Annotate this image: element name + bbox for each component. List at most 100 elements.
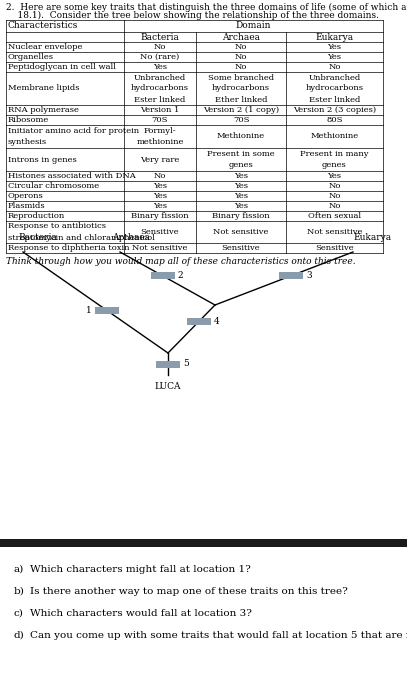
Text: methionine: methionine	[136, 139, 184, 146]
Text: Yes: Yes	[153, 63, 167, 71]
Text: Yes: Yes	[234, 182, 248, 190]
Bar	[156, 360, 180, 368]
Text: hydrocarbons: hydrocarbons	[131, 85, 189, 92]
Bar	[95, 307, 119, 314]
Text: Sensitive: Sensitive	[141, 228, 179, 236]
Text: Often sexual: Often sexual	[308, 212, 361, 220]
Text: No: No	[328, 202, 341, 210]
Text: Ribosome: Ribosome	[8, 116, 49, 124]
Text: d): d)	[14, 631, 25, 640]
Text: Bacteria: Bacteria	[140, 32, 179, 41]
Text: Yes: Yes	[153, 192, 167, 200]
Text: 1: 1	[86, 306, 92, 315]
Text: 5: 5	[183, 360, 189, 368]
Text: No: No	[328, 63, 341, 71]
Text: No: No	[328, 192, 341, 200]
Text: 2.  Here are some key traits that distinguish the three domains of life (some of: 2. Here are some key traits that disting…	[6, 3, 407, 12]
Text: Histones associated with DNA: Histones associated with DNA	[8, 172, 136, 180]
Text: Unbranched: Unbranched	[309, 74, 361, 81]
Text: Methionine: Methionine	[217, 132, 265, 141]
Text: No: No	[235, 63, 247, 71]
Text: Yes: Yes	[153, 202, 167, 210]
Text: No: No	[235, 43, 247, 51]
Text: Bacteria: Bacteria	[18, 233, 57, 242]
Text: 2: 2	[178, 272, 184, 281]
Text: Reproduction: Reproduction	[8, 212, 65, 220]
Text: Ether linked: Ether linked	[215, 95, 267, 104]
Text: Circular chromosome: Circular chromosome	[8, 182, 99, 190]
Text: Binary fission: Binary fission	[212, 212, 270, 220]
Text: streptomycin and chloramphenicol: streptomycin and chloramphenicol	[8, 234, 155, 241]
Text: Organelles: Organelles	[8, 53, 54, 61]
Text: No: No	[154, 172, 166, 180]
Text: Unbranched: Unbranched	[134, 74, 186, 81]
Text: 18.1).  Consider the tree below showing the relationship of the three domains.: 18.1). Consider the tree below showing t…	[6, 11, 379, 20]
Text: hydrocarbons: hydrocarbons	[212, 85, 270, 92]
Text: Plasmids: Plasmids	[8, 202, 46, 210]
Text: Yes: Yes	[234, 172, 248, 180]
Text: genes: genes	[322, 161, 347, 169]
Text: Version 2 (1 copy): Version 2 (1 copy)	[203, 106, 279, 114]
Text: No: No	[235, 53, 247, 61]
Text: Version 2 (3 copies): Version 2 (3 copies)	[293, 106, 376, 114]
Text: Archaea: Archaea	[112, 233, 150, 242]
Text: Archaea: Archaea	[222, 32, 260, 41]
Text: Version 1: Version 1	[140, 106, 179, 114]
Text: Sensitive: Sensitive	[222, 244, 260, 252]
Text: Binary fission: Binary fission	[131, 212, 189, 220]
Text: hydrocarbons: hydrocarbons	[306, 85, 363, 92]
Bar	[279, 272, 303, 279]
Text: 70S: 70S	[152, 116, 168, 124]
Text: No (rare): No (rare)	[140, 53, 179, 61]
Text: Sensitive: Sensitive	[315, 244, 354, 252]
Text: RNA polymerase: RNA polymerase	[8, 106, 79, 114]
Text: c): c)	[14, 609, 24, 618]
Text: Ester linked: Ester linked	[309, 95, 360, 104]
Text: Yes: Yes	[328, 53, 341, 61]
Text: No: No	[154, 43, 166, 51]
Text: Formyl-: Formyl-	[144, 127, 176, 134]
Text: Is there another way to map one of these traits on this tree?: Is there another way to map one of these…	[30, 587, 348, 596]
Bar	[186, 318, 210, 326]
Text: Can you come up with some traits that would fall at location 5 that are not incl: Can you come up with some traits that wo…	[30, 631, 407, 640]
Text: 80S: 80S	[326, 116, 343, 124]
Text: Which characters might fall at location 1?: Which characters might fall at location …	[30, 565, 251, 574]
Text: Not sensitive: Not sensitive	[132, 244, 188, 252]
Text: LUCA: LUCA	[155, 382, 181, 391]
Text: Characteristics: Characteristics	[8, 22, 79, 31]
Text: Response to antibiotics: Response to antibiotics	[8, 223, 106, 230]
Text: Which characters would fall at location 3?: Which characters would fall at location …	[30, 609, 252, 618]
Text: Yes: Yes	[234, 192, 248, 200]
Text: Domain: Domain	[236, 22, 271, 31]
Text: Not sensitive: Not sensitive	[213, 228, 269, 236]
Text: Yes: Yes	[328, 43, 341, 51]
Bar	[151, 272, 175, 279]
Text: Response to diphtheria toxin: Response to diphtheria toxin	[8, 244, 129, 252]
Text: Eukarya: Eukarya	[353, 233, 391, 242]
Text: 3: 3	[306, 272, 311, 281]
Text: Ester linked: Ester linked	[134, 95, 186, 104]
Text: genes: genes	[229, 161, 254, 169]
Text: synthesis: synthesis	[8, 139, 47, 146]
Text: Yes: Yes	[153, 182, 167, 190]
Text: Yes: Yes	[328, 172, 341, 180]
Text: Introns in genes: Introns in genes	[8, 155, 77, 164]
Text: a): a)	[14, 565, 24, 574]
Text: Eukarya: Eukarya	[315, 32, 354, 41]
Text: Membrane lipids: Membrane lipids	[8, 85, 79, 92]
Text: Operons: Operons	[8, 192, 44, 200]
Text: Peptidoglycan in cell wall: Peptidoglycan in cell wall	[8, 63, 116, 71]
Text: Not sensitive: Not sensitive	[307, 228, 362, 236]
Text: No: No	[328, 182, 341, 190]
Text: Present in many: Present in many	[300, 150, 369, 158]
Text: Nuclear envelope: Nuclear envelope	[8, 43, 82, 51]
Text: Very rare: Very rare	[140, 155, 179, 164]
Text: Some branched: Some branched	[208, 74, 274, 81]
Text: Yes: Yes	[234, 202, 248, 210]
Text: Methionine: Methionine	[311, 132, 359, 141]
Text: 4: 4	[214, 317, 219, 326]
Text: Initiator amino acid for protein: Initiator amino acid for protein	[8, 127, 139, 134]
Bar	[0, 539, 407, 547]
Text: b): b)	[14, 587, 25, 596]
Text: 70S: 70S	[233, 116, 249, 124]
